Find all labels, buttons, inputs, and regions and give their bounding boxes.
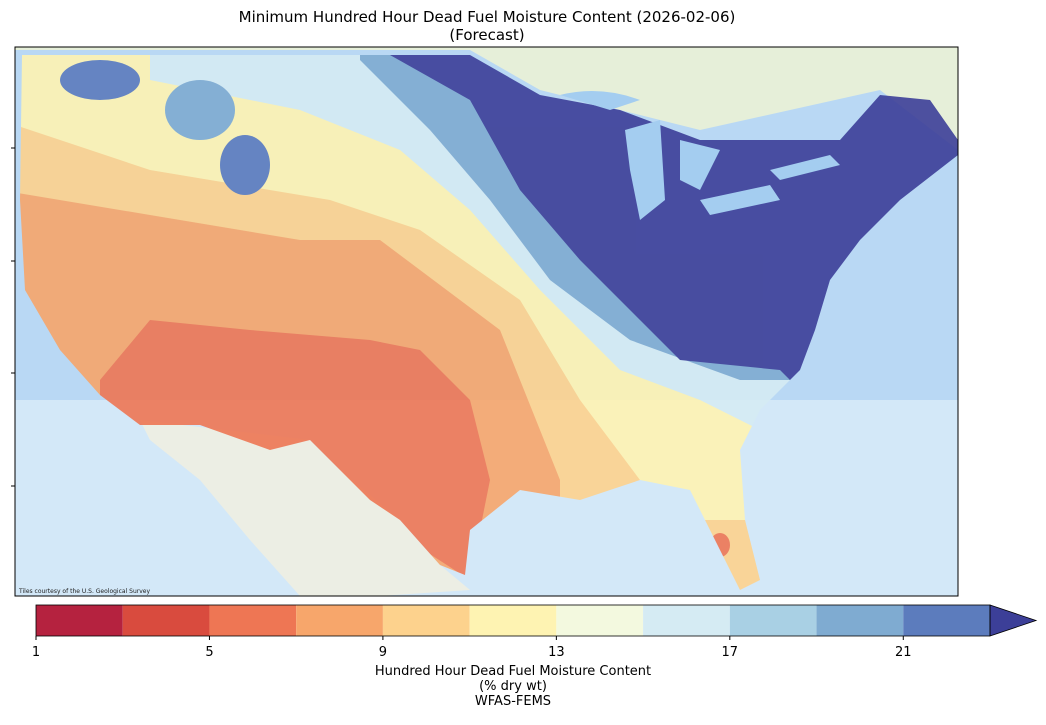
colorbar-segment	[296, 605, 383, 636]
great-lakes	[560, 91, 840, 220]
axis-ticks	[11, 147, 15, 487]
colorbar-segment	[122, 605, 210, 636]
colorbar-tick-label: 21	[895, 645, 912, 660]
colorbar-segment	[816, 605, 904, 636]
colorbar-tick-label: 5	[205, 645, 213, 660]
colorbar-segment	[469, 605, 557, 636]
title: (Forecast)	[449, 26, 524, 44]
colorbar-label: (% dry wt)	[479, 679, 547, 694]
colorbar-tick-label: 17	[722, 645, 739, 660]
colorbar-segment	[556, 605, 644, 636]
colorbar-label: Hundred Hour Dead Fuel Moisture Content	[375, 664, 651, 679]
colorbar-segment	[903, 605, 990, 636]
colorbar-extend	[989, 604, 1038, 637]
colorbar-tick-label: 1	[32, 645, 40, 660]
colorbar-tick-label: 9	[379, 645, 387, 660]
attribution: Tiles courtesy of the U.S. Geological Su…	[18, 588, 150, 595]
colorbar-frame	[35, 604, 991, 637]
colorbar-label: WFAS-FEMS	[475, 694, 551, 709]
colorbar-tick-label: 13	[548, 645, 565, 660]
colorbar-segment	[209, 605, 297, 636]
colorbar-segment	[36, 605, 123, 636]
colorbar-segment	[382, 605, 470, 636]
map: Tiles courtesy of the U.S. Geological Su…	[15, 47, 958, 596]
map-frame	[14, 46, 959, 597]
title: Minimum Hundred Hour Dead Fuel Moisture …	[239, 8, 736, 26]
canada-land	[15, 47, 958, 150]
colorbar-segment	[729, 605, 817, 636]
colorbar: 1 5 9 13 17 21 Hundred Hour Dead Fuel Moisture…	[32, 604, 1038, 709]
mexico-land	[140, 420, 470, 596]
colorbar-segment	[643, 605, 730, 636]
